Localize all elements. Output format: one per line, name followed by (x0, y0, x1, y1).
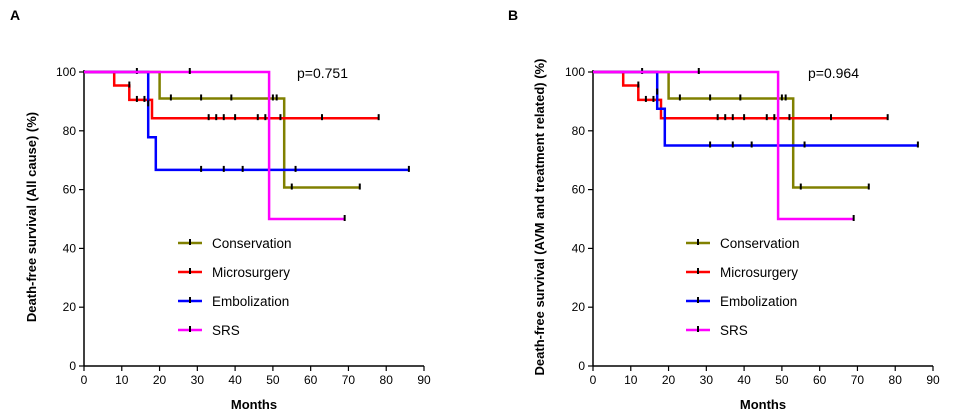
legend-label: Conservation (720, 236, 800, 251)
p-value-annotation: p=0.964 (808, 65, 859, 81)
x-tick-label: 80 (380, 373, 394, 387)
x-tick-label: 0 (590, 373, 597, 387)
series-line (593, 70, 888, 120)
x-tick-label: 70 (342, 373, 356, 387)
y-axis-title: Death-free survival (AVM and treatment r… (532, 59, 547, 376)
x-tick-label: 80 (889, 373, 903, 387)
x-tick-label: 10 (624, 373, 638, 387)
x-tick-label: 30 (700, 373, 714, 387)
y-axis-title: Death-free survival (All cause) (%) (24, 112, 39, 322)
series-srs (593, 68, 855, 221)
x-tick-label: 10 (115, 373, 129, 387)
x-tick-label: 60 (813, 373, 827, 387)
series-microsurgery (593, 70, 889, 121)
x-tick-label: 90 (926, 373, 940, 387)
series-line (593, 70, 854, 221)
series-line (84, 70, 345, 221)
legend-label: SRS (212, 323, 240, 338)
legend: Conservation Microsurgery Embolization SRS (178, 236, 292, 338)
y-tick-label: 60 (572, 183, 586, 197)
x-tick-label: 50 (266, 373, 280, 387)
y-tick-label: 100 (56, 65, 76, 79)
x-tick-label: 40 (228, 373, 242, 387)
y-tick-label: 0 (578, 359, 585, 373)
series-line (593, 70, 918, 147)
y-tick-label: 20 (572, 300, 586, 314)
x-tick-label: 30 (191, 373, 205, 387)
y-tick-label: 80 (572, 124, 586, 138)
panel-label: A (10, 7, 20, 23)
legend: Conservation Microsurgery Embolization SRS (686, 236, 800, 338)
y-tick-label: 40 (63, 241, 77, 255)
x-axis-title: Months (740, 397, 786, 412)
series-line (84, 70, 379, 120)
series-microsurgery (84, 70, 380, 121)
y-tick-label: 60 (63, 183, 77, 197)
chart-panel-B: B 0 10 20 30 40 50 60 70 80 90 0 20 40 60 80 100 Months De… (508, 7, 940, 412)
series-line (593, 70, 869, 189)
x-tick-label: 20 (662, 373, 676, 387)
y-tick-label: 0 (69, 359, 76, 373)
series-embolization (593, 70, 919, 148)
y-tick-label: 20 (63, 300, 77, 314)
legend-label: Embolization (212, 294, 289, 309)
y-tick-label: 100 (565, 65, 585, 79)
series-line (84, 70, 409, 172)
legend-label: Embolization (720, 294, 797, 309)
x-tick-label: 0 (81, 373, 88, 387)
x-tick-label: 70 (851, 373, 865, 387)
legend-label: Microsurgery (212, 265, 290, 280)
y-tick-label: 40 (572, 241, 586, 255)
x-tick-label: 50 (775, 373, 789, 387)
legend-label: Microsurgery (720, 265, 798, 280)
chart-panel-A: A 0 10 20 30 40 50 60 70 80 90 0 20 40 60 80 100 Months De… (10, 7, 431, 412)
panel-label: B (508, 7, 518, 23)
y-tick-label: 80 (63, 124, 77, 138)
x-tick-label: 40 (737, 373, 751, 387)
legend-label: Conservation (212, 236, 292, 251)
legend-label: SRS (720, 323, 748, 338)
series-srs (84, 68, 346, 221)
series-embolization (84, 70, 410, 172)
p-value-annotation: p=0.751 (297, 65, 348, 81)
x-tick-label: 60 (304, 373, 318, 387)
x-tick-label: 90 (417, 373, 431, 387)
x-tick-label: 20 (153, 373, 167, 387)
x-axis-title: Months (231, 397, 277, 412)
